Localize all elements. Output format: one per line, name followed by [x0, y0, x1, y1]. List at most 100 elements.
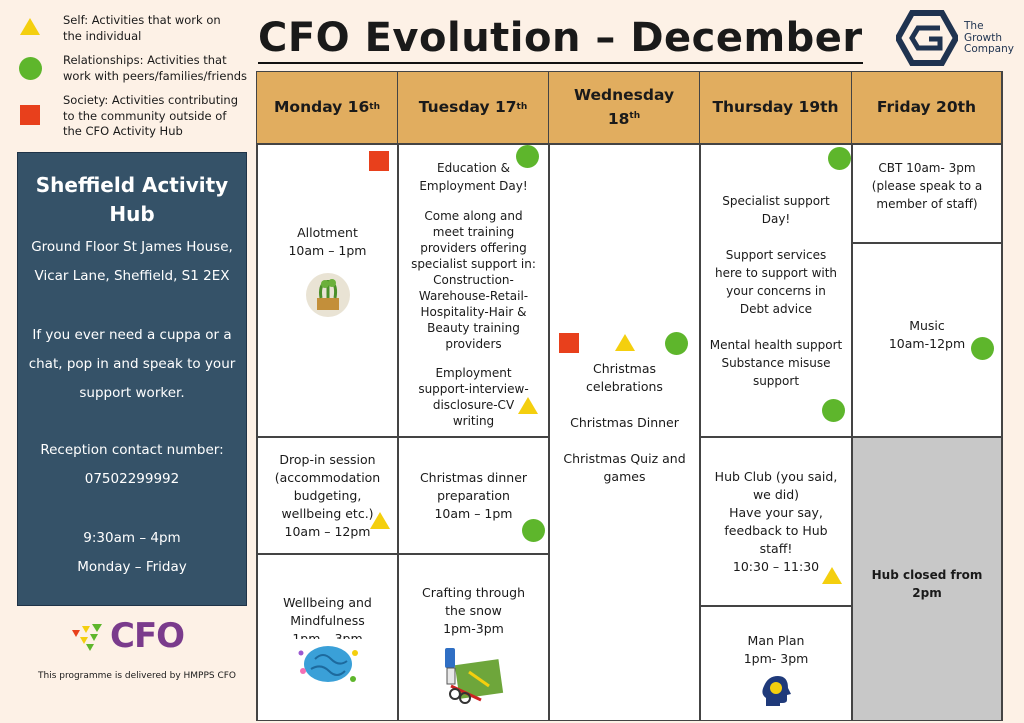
- reception-label: Reception contact number:: [40, 442, 224, 458]
- legend-self: Self: Activities that work on the indivi…: [63, 13, 221, 43]
- closed-line-1: Hub closed from: [871, 568, 983, 582]
- monday-dropin-cell: Drop-in session (accommodation budgeting…: [257, 437, 398, 554]
- dinner-prep-relationships-icon: [522, 519, 545, 542]
- music-time: 10am-12pm: [888, 336, 966, 351]
- dropin-time: 10am – 12pm: [284, 523, 371, 539]
- hubclub-line-4: feedback to Hub: [724, 522, 828, 538]
- opening-days: Monday – Friday: [77, 559, 187, 575]
- hubclub-line-3: Have your say,: [729, 504, 823, 520]
- wednesday-relationships-icon: [665, 332, 688, 355]
- specialist-line-5: your concerns in: [726, 284, 826, 298]
- self-triangle-icon: [20, 18, 40, 35]
- specialist-line-8: Substance misuse: [721, 356, 831, 370]
- specialist-line-7: Mental health support: [709, 338, 843, 352]
- cbt-line-2: (please speak to a: [871, 179, 983, 193]
- wednesday-line-2: celebrations: [586, 379, 663, 394]
- wednesday-line-1: Christmas: [592, 361, 657, 376]
- allotment-title: Allotment: [297, 224, 358, 240]
- cfo-triangles-icon: [72, 624, 102, 651]
- specialist-relationships-icon-top: [828, 147, 851, 170]
- music-title: Music: [909, 318, 945, 333]
- opening-hours: 9:30am – 4pm: [83, 530, 181, 546]
- education-line-1: Education &: [437, 161, 510, 175]
- music-relationships-icon: [971, 337, 994, 360]
- hubclub-line-5: staff!: [759, 540, 793, 556]
- legend-society: Society: Activities contributing to the …: [63, 93, 239, 138]
- thursday-specialist-cell: Specialist support Day! Support services…: [700, 144, 852, 437]
- reception-phone: 07502299992: [84, 471, 180, 487]
- crafting-line-2: the snow: [445, 603, 502, 618]
- tuesday-crafting-cell: Crafting through the snow 1pm-3pm: [398, 554, 549, 721]
- monday-allotment-cell: Allotment 10am – 1pm: [257, 144, 398, 437]
- hub-heading: Sheffield Activity Hub: [35, 173, 229, 226]
- specialist-line-2: Day!: [761, 212, 791, 226]
- dropin-line-3: budgeting,: [293, 487, 362, 503]
- cuppa-message: If you ever need a cuppa or a chat, pop …: [28, 327, 236, 401]
- education-relationships-icon: [516, 145, 539, 168]
- employment-self-icon: [518, 397, 538, 414]
- header-thursday: Thursday 19th: [700, 72, 852, 144]
- address-line-2: Vicar Lane, Sheffield, S1 2EX: [34, 268, 230, 284]
- specialist-line-3: Support services: [725, 248, 827, 262]
- dinner-prep-line-2: preparation: [437, 487, 510, 503]
- christmas-dinner: Christmas Dinner: [570, 415, 679, 430]
- relationships-circle-icon: [19, 57, 42, 80]
- wellbeing-line-2: Mindfulness: [290, 613, 365, 628]
- growth-company-name: The Growth Company: [964, 20, 1014, 55]
- specialist-line-1: Specialist support: [722, 194, 830, 208]
- wellbeing-line-1: Wellbeing and: [283, 595, 372, 610]
- page-title: CFO Evolution – December: [258, 14, 863, 64]
- dropin-line-1: Drop-in session: [279, 451, 376, 467]
- monday-wellbeing-cell: Wellbeing and Mindfulness 1pm – 3pm: [257, 554, 398, 721]
- cbt-line-1: CBT 10am- 3pm: [878, 161, 976, 175]
- hub-info-panel: Sheffield Activity Hub Ground Floor St J…: [17, 152, 247, 606]
- thursday-manplan-cell: Man Plan 1pm- 3pm: [700, 606, 852, 721]
- christmas-quiz-line-2: games: [603, 469, 646, 484]
- cfo-logo: CFO: [72, 616, 202, 656]
- thursday-hubclub-cell: Hub Club (you said, we did) Have your sa…: [700, 437, 852, 606]
- manplan-time: 1pm- 3pm: [743, 650, 809, 666]
- employment-support: Employment support-interview-disclosure-…: [418, 366, 529, 428]
- crafting-line-1: Crafting through: [421, 585, 526, 600]
- cfo-logo-text: CFO: [110, 616, 185, 656]
- specialist-relationships-icon-bottom: [822, 399, 845, 422]
- hubclub-self-icon: [822, 567, 842, 584]
- specialist-line-4: here to support with: [714, 266, 838, 280]
- allotment-time: 10am – 1pm: [288, 242, 367, 258]
- closed-line-2: 2pm: [912, 586, 942, 600]
- header-wednesday: Wednesday 18th: [549, 72, 700, 144]
- dinner-prep-time: 10am – 1pm: [434, 505, 513, 521]
- tuesday-education-cell: Education & Employment Day! Come along a…: [398, 144, 549, 437]
- friday-closed-cell: Hub closed from 2pm: [852, 437, 1002, 721]
- cbt-line-3: member of staff): [876, 197, 978, 211]
- address-line-1: Ground Floor St James House,: [31, 239, 233, 255]
- manplan-title: Man Plan: [747, 632, 805, 648]
- legend-relationships: Relationships: Activities that work with…: [63, 53, 248, 83]
- allotment-society-icon: [369, 151, 389, 171]
- hubclub-time: 10:30 – 11:30: [732, 558, 820, 574]
- wednesday-society-icon: [559, 333, 579, 353]
- specialist-line-9: support: [752, 374, 800, 388]
- hubclub-line-2: we did): [752, 486, 800, 502]
- christmas-quiz-line-1: Christmas Quiz and: [563, 451, 686, 466]
- dropin-line-4: wellbeing etc.): [281, 505, 374, 521]
- society-square-icon: [20, 105, 40, 125]
- friday-cbt-cell: CBT 10am- 3pm (please speak to a member …: [852, 144, 1002, 243]
- head-profile-icon: [762, 675, 791, 706]
- header-friday: Friday 20th: [852, 72, 1002, 144]
- crafting-time: 1pm-3pm: [443, 621, 504, 636]
- specialist-line-6: Debt advice: [739, 302, 813, 316]
- footer-note: This programme is delivered by HMPPS CFO: [38, 671, 237, 681]
- hubclub-line-1: Hub Club (you said,: [714, 468, 838, 484]
- dropin-line-2: (accommodation: [274, 469, 381, 485]
- brain-icon: [298, 646, 358, 682]
- craft-supplies-icon: [444, 648, 503, 704]
- wellbeing-time: 1pm – 3pm: [292, 631, 363, 639]
- wednesday-celebrations-cell: Christmas celebrations Christmas Dinner …: [549, 144, 700, 721]
- education-line-2: Employment Day!: [419, 179, 528, 193]
- dropin-self-icon: [370, 512, 390, 529]
- allotment-plant-icon: [305, 272, 350, 317]
- education-details: Come along and meet training providers o…: [411, 209, 536, 351]
